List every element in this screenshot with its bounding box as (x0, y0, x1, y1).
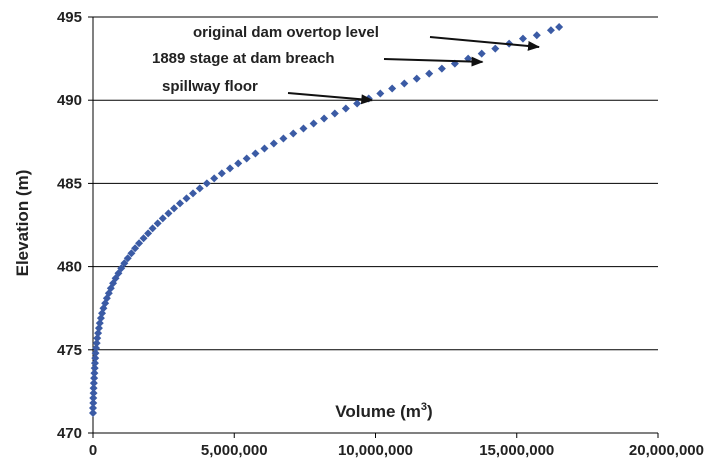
data-point (182, 194, 191, 203)
data-point (90, 364, 99, 373)
data-point (90, 369, 99, 378)
data-point (437, 64, 446, 73)
data-point (135, 239, 144, 248)
data-point (89, 379, 98, 388)
data-point (189, 189, 198, 198)
data-point (90, 359, 99, 368)
data-point (532, 31, 541, 40)
data-point (164, 209, 173, 218)
data-point (89, 384, 98, 393)
y-axis-title: Elevation (m) (13, 170, 32, 277)
data-point (299, 124, 308, 133)
annotation-label: original dam overtop level (193, 24, 379, 41)
data-point (330, 109, 339, 118)
data-point (364, 94, 373, 103)
data-point (477, 49, 486, 58)
data-point (234, 159, 243, 168)
data-point (289, 129, 298, 138)
data-point (320, 114, 329, 123)
data-point (90, 374, 99, 383)
data-point (412, 74, 421, 83)
data-point (170, 204, 179, 213)
x-tick-label: 10,000,000 (338, 442, 413, 459)
data-point (176, 199, 185, 208)
data-point (158, 214, 167, 223)
data-point (341, 104, 350, 113)
x-tick-label: 15,000,000 (479, 442, 554, 459)
data-point (148, 224, 157, 233)
y-tick-label: 470 (57, 425, 82, 442)
data-point (353, 99, 362, 108)
data-point (202, 179, 211, 188)
x-tick-label: 5,000,000 (201, 442, 268, 459)
data-point (491, 44, 500, 53)
data-point (92, 339, 101, 348)
annotation-arrow (287, 92, 374, 105)
data-point (217, 169, 226, 178)
gridlines (93, 16, 658, 351)
y-tick-label: 485 (57, 175, 82, 192)
data-point (546, 26, 555, 35)
y-tick-label: 480 (57, 259, 82, 276)
data-point (89, 389, 98, 398)
data-point (89, 399, 98, 408)
data-point (89, 404, 97, 413)
data-point (242, 154, 251, 163)
data-point (93, 334, 102, 343)
annotation-label: 1889 stage at dam breach (152, 50, 335, 67)
data-point (89, 409, 97, 418)
x-tick-label: 0 (89, 442, 97, 459)
data-point (210, 174, 219, 183)
data-point (89, 394, 98, 403)
data-point (269, 139, 278, 148)
data-point (376, 89, 385, 98)
data-point (279, 134, 288, 143)
x-axis-title-suffix: ) (427, 402, 433, 421)
tick-labels: 470 475 480 485 490 495 0 5,000,000 10,000,000 15… (57, 9, 704, 459)
data-point (94, 324, 103, 333)
data-point (94, 329, 103, 338)
data-point (251, 149, 260, 158)
annotation-arrow (383, 56, 484, 67)
annotation-label: spillway floor (162, 78, 258, 95)
data-series (89, 22, 564, 418)
x-axis-title-superscript: 3 (421, 401, 427, 413)
data-point (117, 264, 126, 273)
data-point (123, 254, 132, 263)
x-axis-title-text: Volume (m (335, 402, 421, 421)
data-point (388, 84, 397, 93)
data-point (400, 79, 409, 88)
data-point (91, 349, 100, 358)
data-point (425, 69, 434, 78)
data-point (127, 249, 136, 258)
y-tick-label: 475 (57, 342, 82, 359)
data-point (91, 354, 100, 363)
data-point (555, 22, 564, 31)
data-point (92, 344, 101, 353)
data-point (153, 219, 162, 228)
y-tick-label: 495 (57, 9, 82, 26)
data-point (139, 234, 148, 243)
x-axis-title: Volume (m3) (335, 401, 432, 421)
data-point (144, 229, 153, 238)
x-tick-label: 20,000,000 (629, 442, 704, 459)
data-point (120, 259, 129, 268)
data-point (309, 119, 318, 128)
data-point (518, 34, 527, 43)
data-point (131, 244, 140, 253)
data-point (260, 144, 269, 153)
data-point (195, 184, 204, 193)
data-point (226, 164, 235, 173)
annotations: original dam overtop level 1889 stage at … (152, 24, 540, 105)
y-tick-label: 490 (57, 92, 82, 109)
annotation-arrow (429, 36, 540, 51)
